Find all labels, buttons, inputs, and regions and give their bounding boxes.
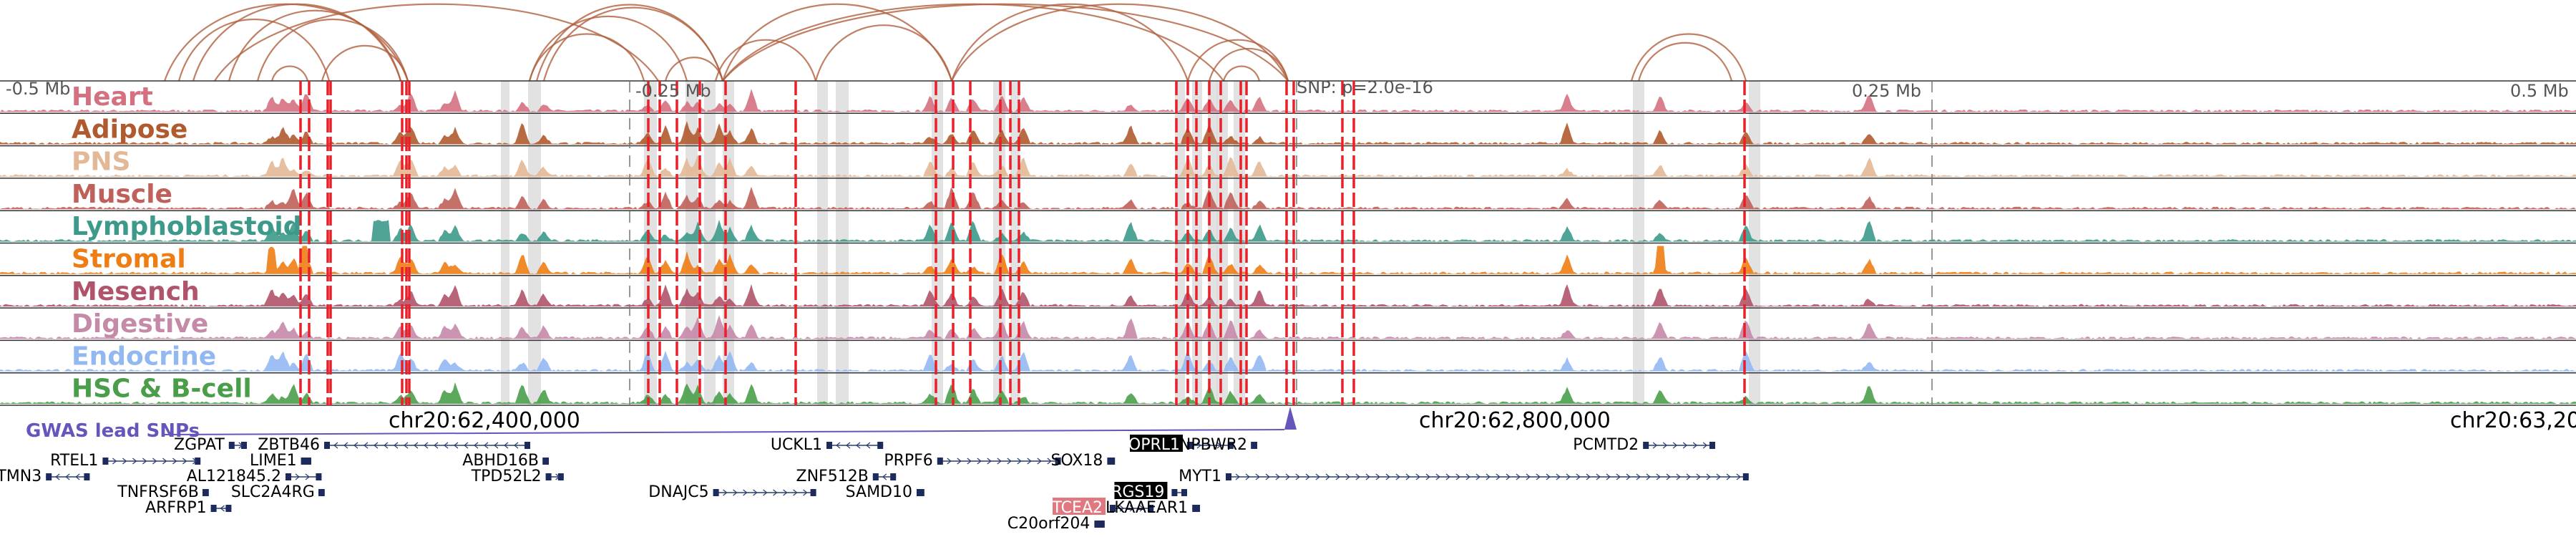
gene-npbwr2: NPBWR2 [1179, 436, 1257, 454]
scale-label-minus-quarter: -0.25 Mb [635, 81, 711, 101]
gene-prpf6: PRPF6 [884, 452, 1061, 470]
track-labels: Heart Adipose PNS Muscle Lymphoblastoid Strom… [72, 82, 302, 404]
gene-label: ZGPAT [174, 436, 225, 454]
gene-oprl1: OPRL1 [1128, 435, 1234, 454]
gene-label: ARFRP1 [145, 499, 207, 517]
coord-label-63200000: chr20:63,20 [2450, 408, 2576, 433]
gene-annotations: GMEB2ZGPATZBTB46UCKL1OPRL1NPBWR2PCMTD2RT… [0, 435, 1749, 533]
gene-label: STMN3 [0, 468, 42, 485]
track-label-heart: Heart [72, 82, 153, 112]
gene-label: SAMD10 [846, 483, 912, 501]
gene-c20orf204: C20orf204 [1008, 515, 1105, 533]
gene-tnfrsf6b: TNFRSF6B [117, 483, 209, 501]
gene-label: C20orf204 [1008, 515, 1091, 533]
gene-label: ABHD16B [462, 452, 539, 470]
gene-label: NPBWR2 [1179, 436, 1247, 454]
track-label-lymphoblastoid: Lymphoblastoid [72, 212, 302, 241]
gwas-snp-marker [1284, 407, 1297, 430]
red-highlights [299, 81, 1746, 405]
gene-label: AL121845.2 [187, 468, 281, 485]
gene-zbtb46: ZBTB46 [258, 436, 530, 454]
track-label-mesench: Mesench [72, 277, 200, 306]
gene-slc2a4rg: SLC2A4RG [231, 483, 325, 501]
gene-zgpat: ZGPAT [174, 436, 247, 454]
scale-label-plus-quarter: 0.25 Mb [1852, 81, 1921, 101]
track-label-endocrine: Endocrine [72, 342, 216, 371]
gene-al121845-2: AL121845.2 [187, 468, 322, 485]
gene-label: TCEA2 [1052, 499, 1103, 517]
gene-lkaaear1: LKAAEAR1 [1106, 499, 1200, 517]
gene-myt1: MYT1 [1179, 468, 1749, 485]
gene-label: ZBTB46 [258, 436, 320, 454]
gene-label: RTEL1 [50, 452, 98, 470]
track-label-pns: PNS [72, 147, 130, 177]
gene-abhd16b: ABHD16B [462, 452, 549, 470]
scale-bar: -0.5 Mb -0.25 Mb SNP: p=2.0e-16 0.25 Mb … [6, 77, 2569, 101]
gene-tcea2: TCEA2 [1052, 498, 1154, 517]
track-label-adipose: Adipose [72, 115, 187, 144]
gwas-lead-snps-label: GWAS lead SNPs [26, 420, 200, 442]
gene-label: DNAJC5 [648, 483, 708, 501]
gene-rgs19: RGS19 [1111, 482, 1187, 501]
gwas-row: GWAS lead SNPs [26, 407, 1297, 442]
gene-lime1: LIME1 [250, 452, 311, 470]
gene-sox18: SOX18 [1050, 452, 1116, 470]
gene-dnajc5: DNAJC5 [648, 483, 816, 501]
gene-stmn3: STMN3 [0, 468, 90, 485]
gene-label: PCMTD2 [1573, 436, 1639, 454]
scale-label-minus-half: -0.5 Mb [6, 79, 70, 99]
track-label-stromal: Stromal [72, 245, 186, 274]
gene-uckl1: UCKL1 [771, 436, 884, 454]
track-label-hsc-b-cell: HSC & B-cell [72, 374, 252, 404]
gene-label: TNFRSF6B [117, 483, 199, 501]
coord-label-62800000: chr20:62,800,000 [1419, 408, 1611, 433]
gene-label: RGS19 [1111, 483, 1164, 501]
gene-tpd52l2: TPD52L2 [471, 468, 564, 485]
gene-pcmtd2: PCMTD2 [1573, 436, 1715, 454]
gene-rtel1: RTEL1 [50, 452, 201, 470]
gene-label: ZNF512B [796, 468, 869, 485]
gene-arfrp1: ARFRP1 [145, 499, 232, 517]
gene-label: UCKL1 [771, 436, 822, 454]
gene-label: SOX18 [1050, 452, 1103, 470]
loop-arcs [163, 3, 1747, 82]
gene-label: LIME1 [250, 452, 297, 470]
track-label-muscle: Muscle [72, 180, 172, 209]
gene-label: TPD52L2 [471, 468, 542, 485]
gene-samd10: SAMD10 [846, 483, 924, 501]
gene-label: SLC2A4RG [231, 483, 315, 501]
gene-znf512b: ZNF512B [796, 468, 897, 485]
scale-label-snp: SNP: p=2.0e-16 [1297, 77, 1433, 97]
gene-label: PRPF6 [884, 452, 932, 470]
coord-label-62400000: chr20:62,400,000 [389, 408, 580, 433]
scale-label-plus-half: 0.5 Mb [2510, 81, 2569, 101]
track-label-digestive: Digestive [72, 309, 208, 339]
coordinate-axis: chr20:62,400,000 chr20:62,800,000 chr20:… [389, 408, 2576, 433]
gene-label: MYT1 [1179, 468, 1221, 485]
gene-label: LKAAEAR1 [1106, 499, 1188, 517]
signal-tracks [0, 80, 2576, 406]
gene-label: OPRL1 [1128, 436, 1180, 454]
